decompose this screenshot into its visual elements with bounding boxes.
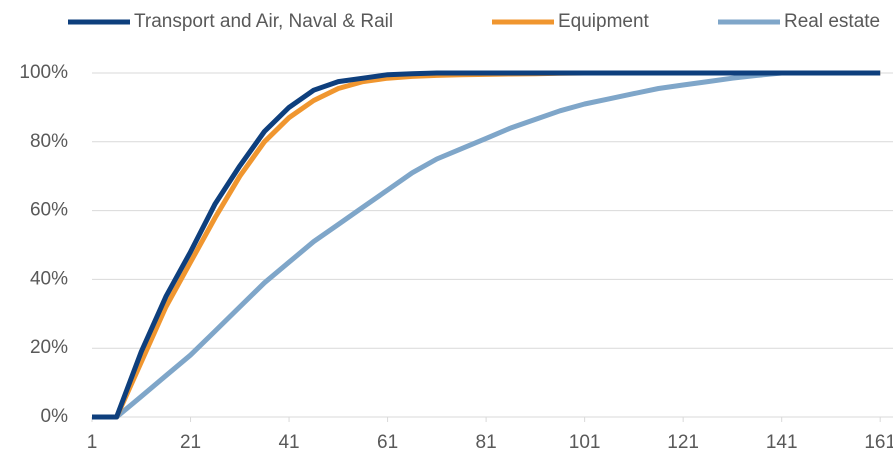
x-tick-label: 101: [569, 432, 601, 453]
y-tick-label: 100%: [19, 62, 68, 83]
y-tick-label: 0%: [41, 406, 69, 427]
x-tick-label: 141: [766, 432, 798, 453]
y-tick-label: 40%: [30, 268, 68, 289]
line: [92, 70, 881, 420]
legend-label: Transport and Air, Naval & Rail: [134, 11, 393, 32]
x-tick-label: 61: [377, 432, 398, 453]
line: [92, 70, 881, 420]
x-tick-label: 21: [180, 432, 201, 453]
x-tick-label: 161: [864, 432, 893, 453]
legend-label: Equipment: [558, 11, 650, 32]
y-tick-label: 80%: [30, 131, 68, 152]
legend-label: Real estate: [784, 11, 880, 32]
x-tick-label: 41: [278, 432, 299, 453]
y-tick-label: 60%: [30, 200, 68, 221]
y-tick-label: 20%: [30, 337, 68, 358]
line: [92, 70, 881, 420]
x-tick-label: 1: [87, 432, 98, 453]
x-tick-label: 81: [476, 432, 497, 453]
x-tick-label: 121: [667, 432, 699, 453]
